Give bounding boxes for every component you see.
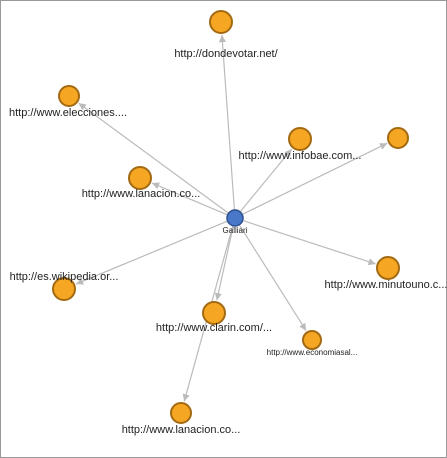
node: [52, 277, 76, 301]
edge: [75, 220, 228, 285]
node-label: http://www.elecciones....: [9, 107, 127, 119]
node: [202, 301, 226, 325]
edge: [214, 225, 234, 301]
node-label: http://www.infobae.com...: [239, 150, 362, 162]
edge: [239, 148, 293, 213]
node: [288, 127, 312, 151]
edge: [238, 224, 307, 332]
node: [128, 166, 152, 190]
hub-label: Galliari: [223, 226, 248, 235]
node-label: http://www.lanacion.co...: [122, 424, 241, 436]
node-label: http://es.wikipedia.or...: [10, 271, 119, 283]
edge: [242, 219, 376, 266]
node: [376, 256, 400, 280]
edge: [151, 182, 228, 216]
node-label: http://www.economiasal...: [267, 348, 358, 357]
node-label: http://www.lanacion.co...: [82, 188, 201, 200]
hub-node: [226, 209, 244, 227]
node: [387, 127, 409, 149]
node: [209, 10, 233, 34]
node: [302, 330, 322, 350]
edge: [241, 142, 388, 216]
node-label: http://dondevotar.net/: [174, 48, 278, 60]
node: [170, 402, 192, 424]
node-label: http://www.minutouno.c...: [325, 279, 447, 291]
node-label: http://www.clarin.com/...: [156, 322, 272, 334]
node: [58, 85, 80, 107]
edge: [218, 34, 236, 211]
edge: [78, 102, 229, 214]
